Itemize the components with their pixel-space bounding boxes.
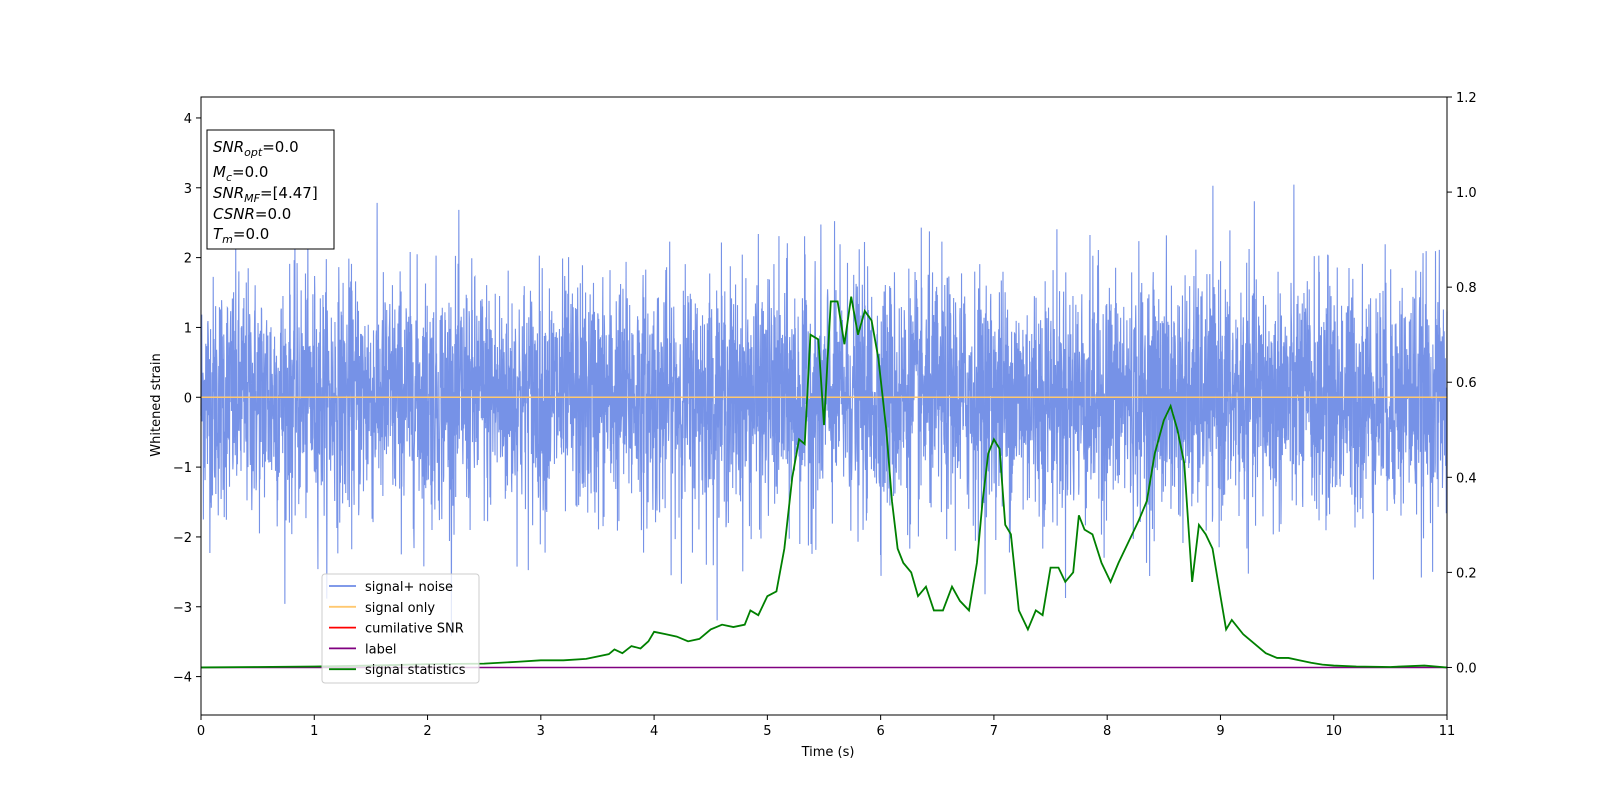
y-right-tick-label: 1.2: [1456, 91, 1477, 106]
y-left-tick-label: −4: [173, 671, 192, 686]
y-left-tick-label: 0: [184, 391, 192, 406]
info-line: CSNR=0.0: [213, 205, 291, 223]
x-tick-label: 7: [990, 724, 998, 739]
x-tick-label: 1: [310, 724, 318, 739]
y-right-tick-label: 0.2: [1456, 566, 1477, 581]
y-left-tick-label: 1: [184, 321, 192, 336]
y-left-tick-label: 3: [184, 182, 192, 197]
x-tick-label: 0: [197, 724, 205, 739]
info-line: Tm=0.0: [213, 225, 269, 246]
info-line: SNRMF=[4.47]: [213, 184, 318, 205]
x-tick-label: 2: [423, 724, 431, 739]
axes-frame: [200, 96, 1448, 716]
y-right-tick-label: 1.0: [1456, 186, 1477, 201]
legend-label: label: [365, 642, 396, 657]
y-right-tick-label: 0.0: [1456, 661, 1477, 676]
y-left-tick-label: −2: [173, 531, 192, 546]
x-tick-label: 9: [1216, 724, 1224, 739]
y-right-tick-label: 0.6: [1456, 376, 1477, 391]
y-right-tick-label: 0.4: [1456, 471, 1477, 486]
x-tick-label: 5: [763, 724, 771, 739]
info-line: Mc=0.0: [213, 163, 268, 184]
legend-frame: [321, 573, 480, 684]
legend-label: cumilative SNR: [365, 622, 464, 637]
x-tick-label: 10: [1325, 724, 1342, 739]
info-box-frame: [206, 129, 335, 250]
legend-label: signal only: [365, 601, 435, 616]
x-tick-label: 6: [876, 724, 884, 739]
legend-label: signal+ noise: [365, 580, 453, 595]
y-axis-label: Whitened strain: [149, 353, 164, 456]
y-left-tick-label: −3: [173, 601, 192, 616]
y-right-tick-label: 0.8: [1456, 281, 1477, 296]
x-tick-label: 8: [1103, 724, 1111, 739]
axes: 0 1 2 3 4 5 6 7 8 9 10 11 −4 −3 −2 −1 0 1 2 3 4 0.0 0.2 0.4 0.6 0…: [173, 91, 1477, 739]
x-tick-label: 3: [537, 724, 545, 739]
legend: signal+ noise signal only cumilative SNR la…: [321, 573, 480, 684]
y-left-tick-label: −1: [173, 461, 192, 476]
y-left-tick-label: 4: [184, 112, 192, 127]
y-left-tick-label: 2: [184, 252, 192, 267]
series-signal-statistics-line: [200, 296, 1448, 669]
info-line: SNRopt=0.0: [213, 138, 299, 159]
x-tick-label: 4: [650, 724, 658, 739]
legend-label: signal statistics: [365, 663, 466, 678]
x-axis-label: Time (s): [801, 745, 855, 760]
x-tick-label: 11: [1439, 724, 1456, 739]
